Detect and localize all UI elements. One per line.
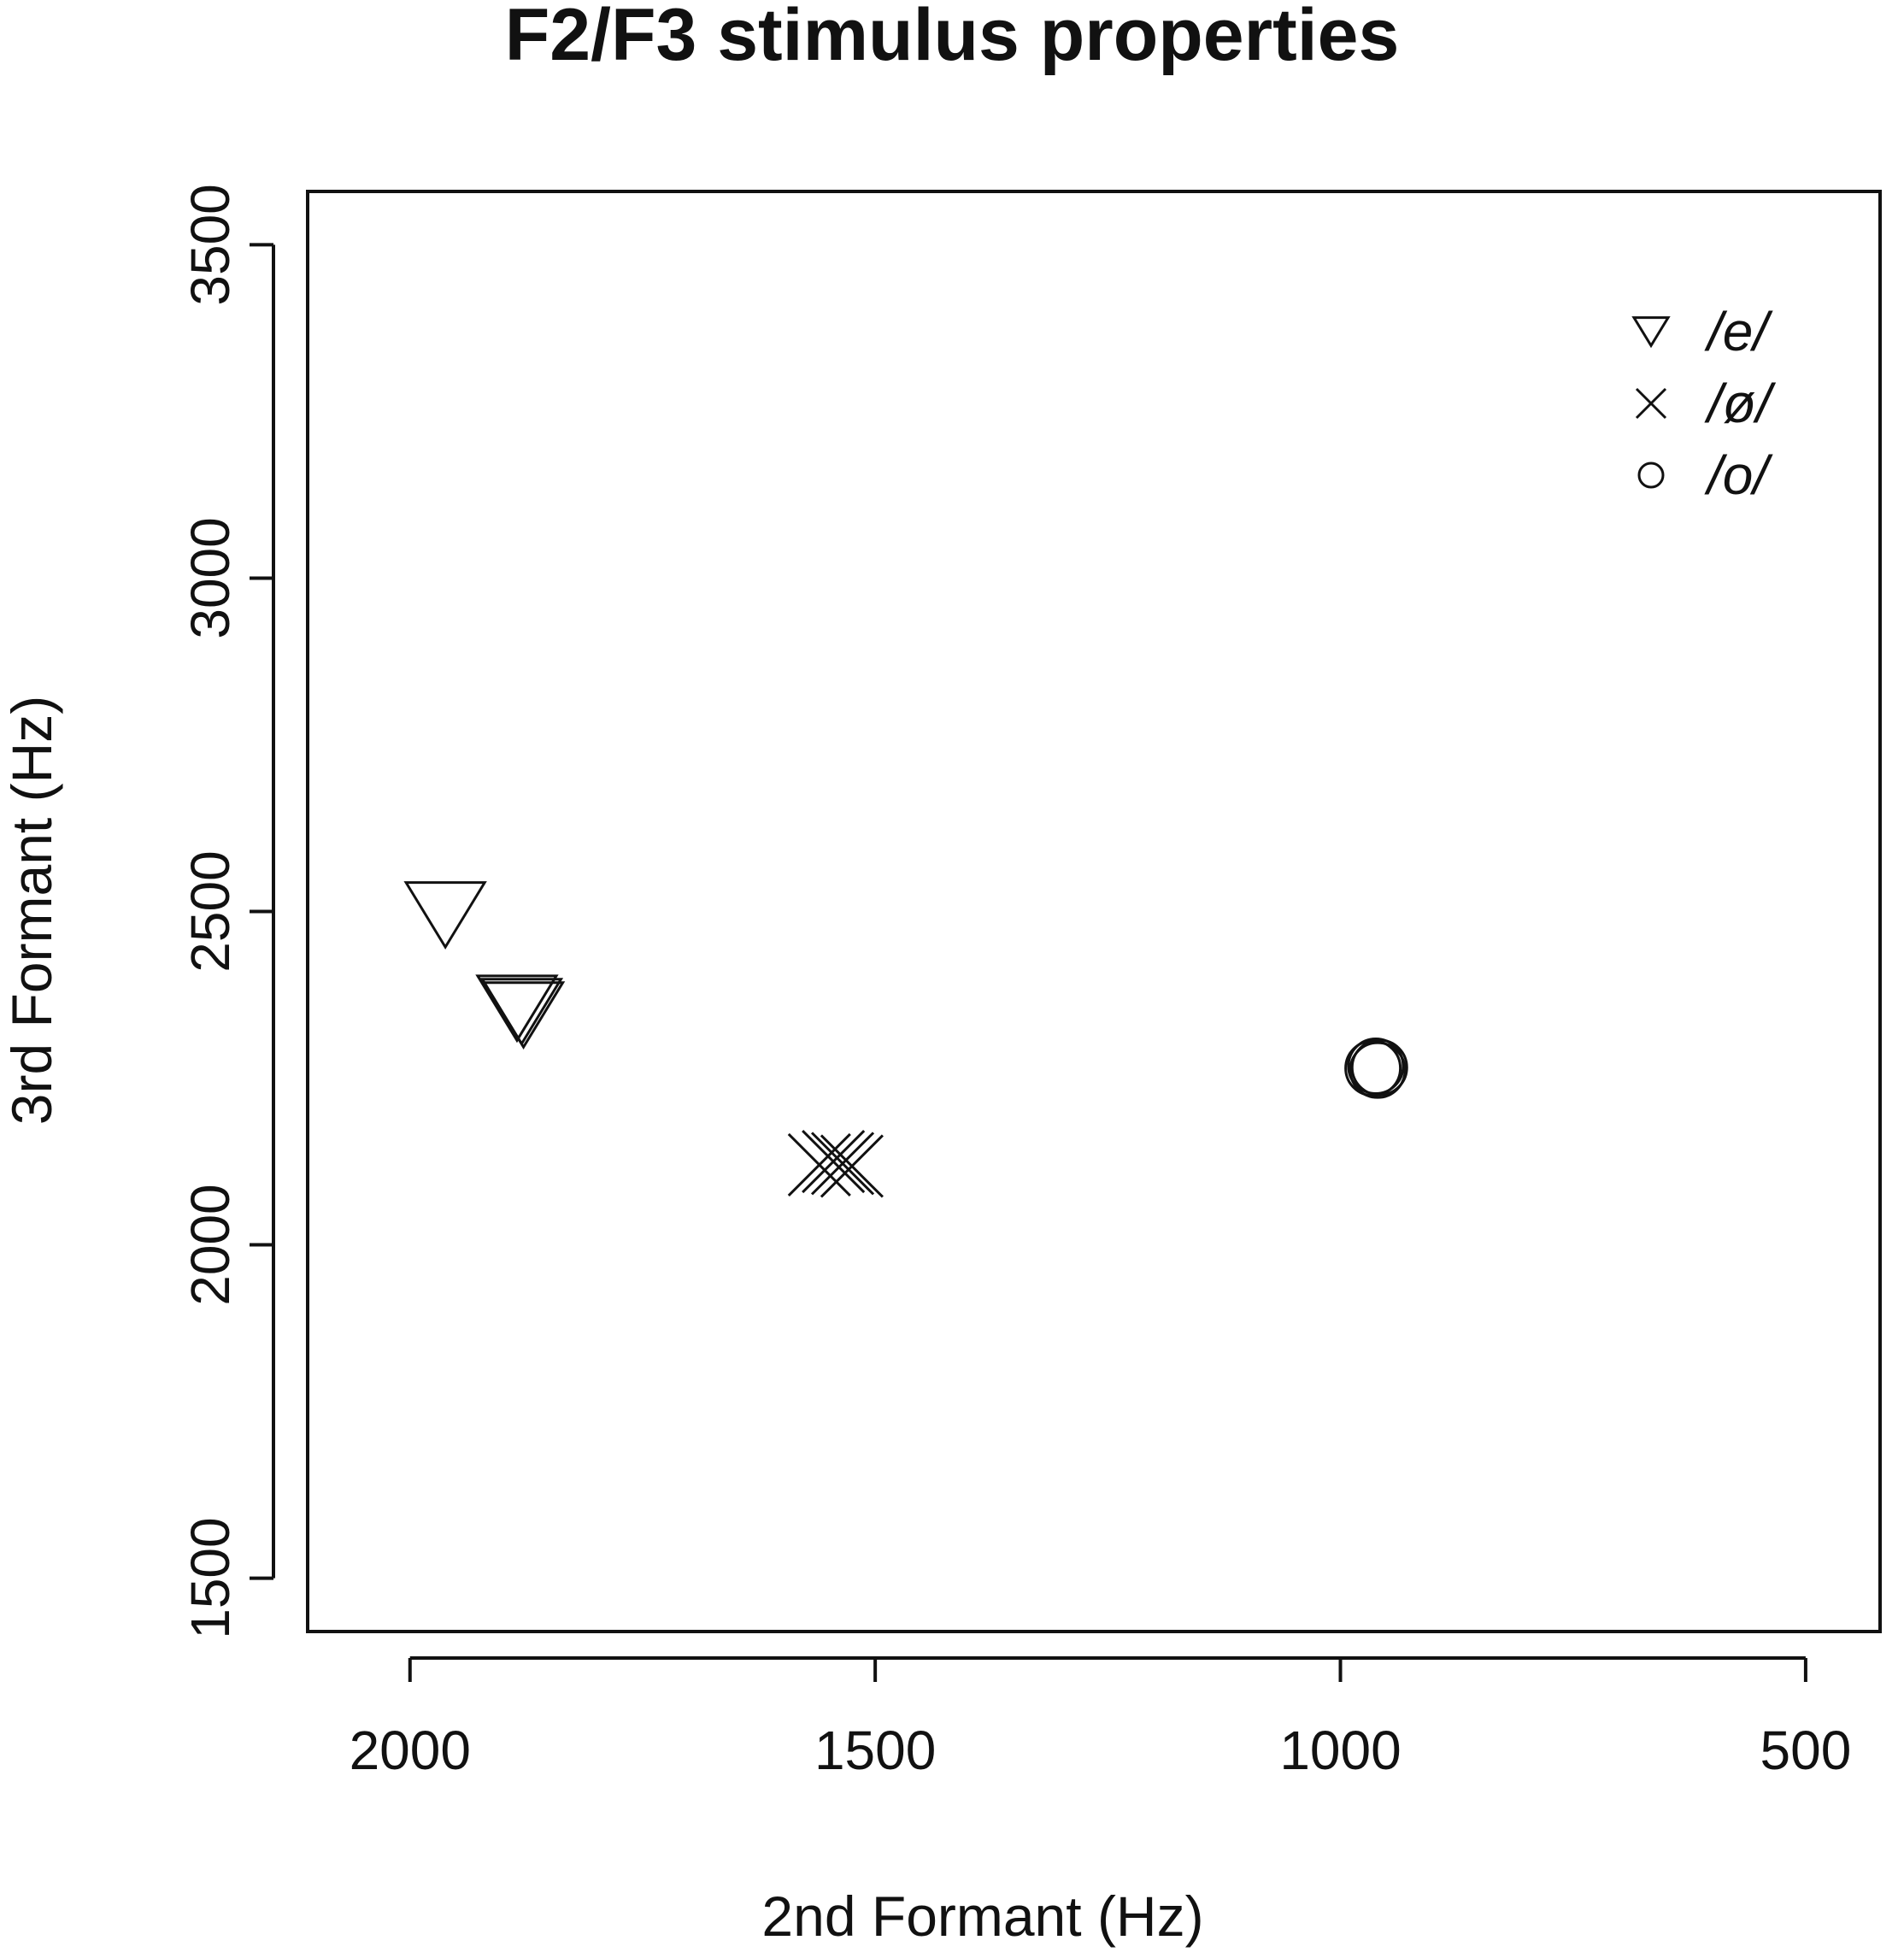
y-tick-label: 1500 bbox=[179, 1517, 241, 1638]
data-point-triangle-down bbox=[475, 974, 559, 1044]
y-tick-label: 2000 bbox=[179, 1184, 241, 1305]
x-marker-stroke bbox=[810, 1132, 875, 1196]
data-point-triangle-down bbox=[403, 881, 487, 950]
data-point-circle bbox=[1347, 1037, 1405, 1095]
x-axis-label: 2nd Formant (Hz) bbox=[761, 1885, 1203, 1948]
legend: /e/ /ø/ /o/ bbox=[1631, 301, 1777, 506]
x-marker-stroke bbox=[787, 1132, 851, 1197]
y-axis-label: 3rd Formant (Hz) bbox=[0, 696, 63, 1125]
legend-label: /ø/ bbox=[1704, 373, 1777, 434]
x-tick-label: 1000 bbox=[1279, 1720, 1401, 1781]
y-tick-label: 3000 bbox=[179, 517, 241, 638]
legend-label: /o/ bbox=[1704, 444, 1773, 506]
legend-label: /e/ bbox=[1704, 301, 1773, 362]
y-axis: 1500 2000 2500 3000 3500 bbox=[179, 184, 275, 1639]
x-tick-label: 1500 bbox=[814, 1720, 936, 1781]
x-tick-label: 2000 bbox=[350, 1720, 471, 1781]
data-point-x bbox=[802, 1129, 866, 1194]
series-group bbox=[1344, 1037, 1408, 1099]
data-point-x bbox=[820, 1134, 884, 1198]
data-point-triangle-down bbox=[481, 981, 566, 1050]
y-tick-label: 3500 bbox=[179, 184, 241, 305]
y-tick-label: 2500 bbox=[179, 850, 241, 972]
legend-marker-x bbox=[1635, 387, 1667, 420]
data-point-circle bbox=[1350, 1038, 1408, 1097]
legend-marker-circle bbox=[1637, 462, 1665, 489]
x-axis: 2000 1500 1000 500 bbox=[350, 1656, 1852, 1781]
data-point-circle bbox=[1349, 1041, 1407, 1099]
x-tick-label: 500 bbox=[1760, 1720, 1852, 1781]
legend-marker-triangle-down bbox=[1631, 316, 1671, 349]
x-marker-stroke bbox=[1635, 387, 1667, 420]
x-marker-stroke bbox=[820, 1134, 884, 1198]
chart-title: F2/F3 stimulus properties bbox=[505, 0, 1400, 76]
x-marker-stroke bbox=[802, 1129, 866, 1194]
series-group bbox=[787, 1129, 884, 1198]
data-point-x bbox=[810, 1132, 875, 1196]
data-series bbox=[403, 881, 1408, 1198]
series-group bbox=[403, 881, 566, 1050]
data-point-x bbox=[787, 1132, 851, 1197]
plot-area-frame bbox=[306, 190, 1882, 1633]
